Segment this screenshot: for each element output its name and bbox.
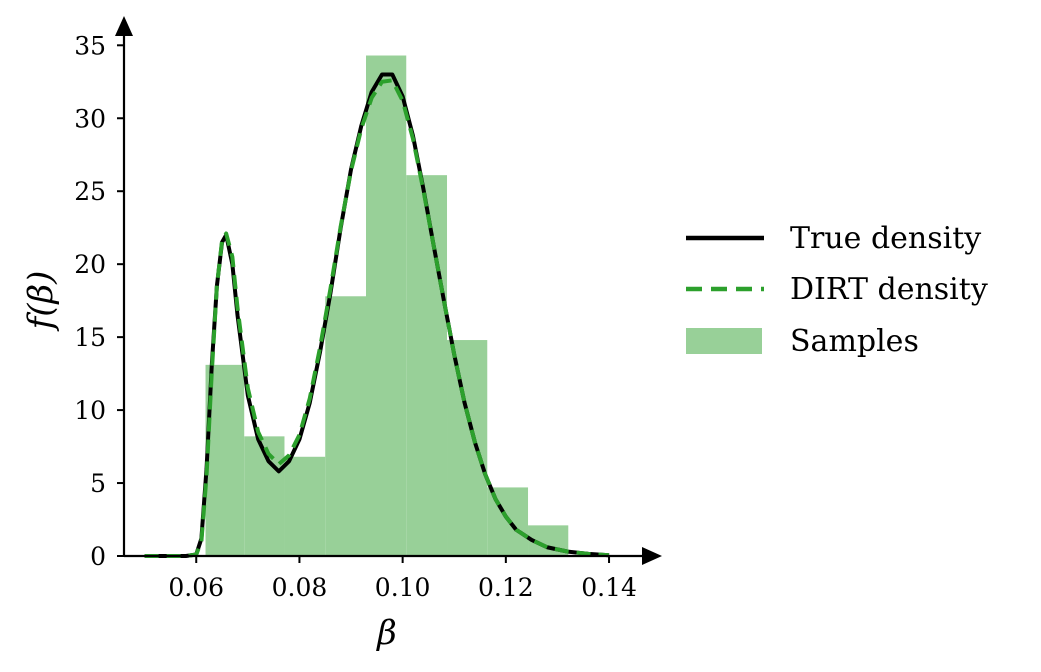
y-tick-label: 0 (90, 542, 106, 571)
x-tick-label: 0.12 (478, 573, 534, 602)
legend-swatch-samples (686, 328, 762, 354)
legend: True density DIRT density Samples (686, 221, 988, 359)
y-tick-label: 25 (74, 177, 106, 206)
y-tick-label: 5 (90, 469, 106, 498)
y-axis-label: f(β) (21, 271, 61, 333)
histogram-bar-4 (325, 296, 367, 556)
legend-label: Samples (790, 324, 919, 359)
y-tick-label: 20 (74, 250, 106, 279)
y-tick-label: 35 (74, 31, 106, 60)
histogram-bar-5 (366, 55, 407, 557)
x-tick-label: 0.08 (272, 573, 328, 602)
histogram-layer (205, 55, 569, 557)
y-tick-label: 10 (74, 396, 106, 425)
density-lines-layer (144, 72, 610, 558)
y-tick-label: 15 (74, 323, 106, 352)
tick-layer: 0.06 0.08 0.10 0.12 0.14 0 5 10 15 20 25 30 35 (74, 31, 637, 602)
x-axis-label: β (375, 613, 397, 653)
x-axis-arrowhead (642, 547, 662, 565)
y-tick-label: 30 (74, 104, 106, 133)
x-tick-label: 0.10 (375, 573, 431, 602)
x-tick-label: 0.14 (581, 573, 637, 602)
x-tick-label: 0.06 (168, 573, 224, 602)
axes (115, 16, 662, 565)
legend-label: DIRT density (790, 272, 988, 307)
legend-label: True density (790, 221, 981, 256)
histogram-bar-6 (406, 175, 448, 556)
dirt-density-line (144, 78, 610, 558)
histogram-bar-3 (284, 456, 326, 556)
histogram-bar-7 (447, 340, 488, 556)
y-axis-arrowhead (115, 16, 133, 36)
